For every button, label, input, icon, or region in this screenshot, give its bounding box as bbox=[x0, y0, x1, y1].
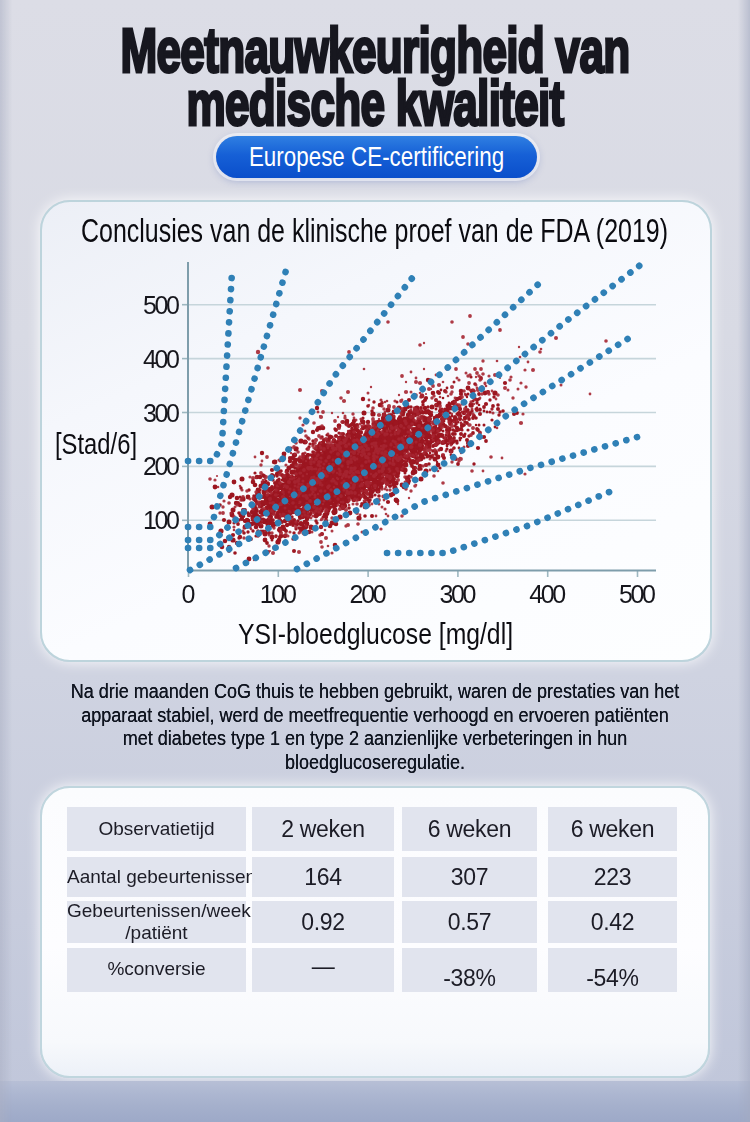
svg-text:200: 200 bbox=[143, 452, 180, 480]
svg-text:100: 100 bbox=[143, 506, 180, 534]
svg-text:500: 500 bbox=[619, 580, 656, 608]
svg-text:[Stad/6]: [Stad/6] bbox=[55, 427, 137, 460]
svg-text:100: 100 bbox=[260, 580, 297, 608]
svg-text:300: 300 bbox=[143, 399, 180, 427]
svg-text:400: 400 bbox=[529, 580, 566, 608]
svg-text:Conclusies van de klinische pr: Conclusies van de klinische proef van de… bbox=[81, 212, 668, 249]
svg-text:500: 500 bbox=[143, 291, 180, 319]
svg-text:300: 300 bbox=[439, 580, 476, 608]
svg-text:YSI-bloedglucose [mg/dl]: YSI-bloedglucose [mg/dl] bbox=[238, 617, 513, 650]
svg-text:200: 200 bbox=[350, 580, 387, 608]
svg-text:0: 0 bbox=[182, 580, 196, 608]
svg-text:400: 400 bbox=[143, 345, 180, 373]
